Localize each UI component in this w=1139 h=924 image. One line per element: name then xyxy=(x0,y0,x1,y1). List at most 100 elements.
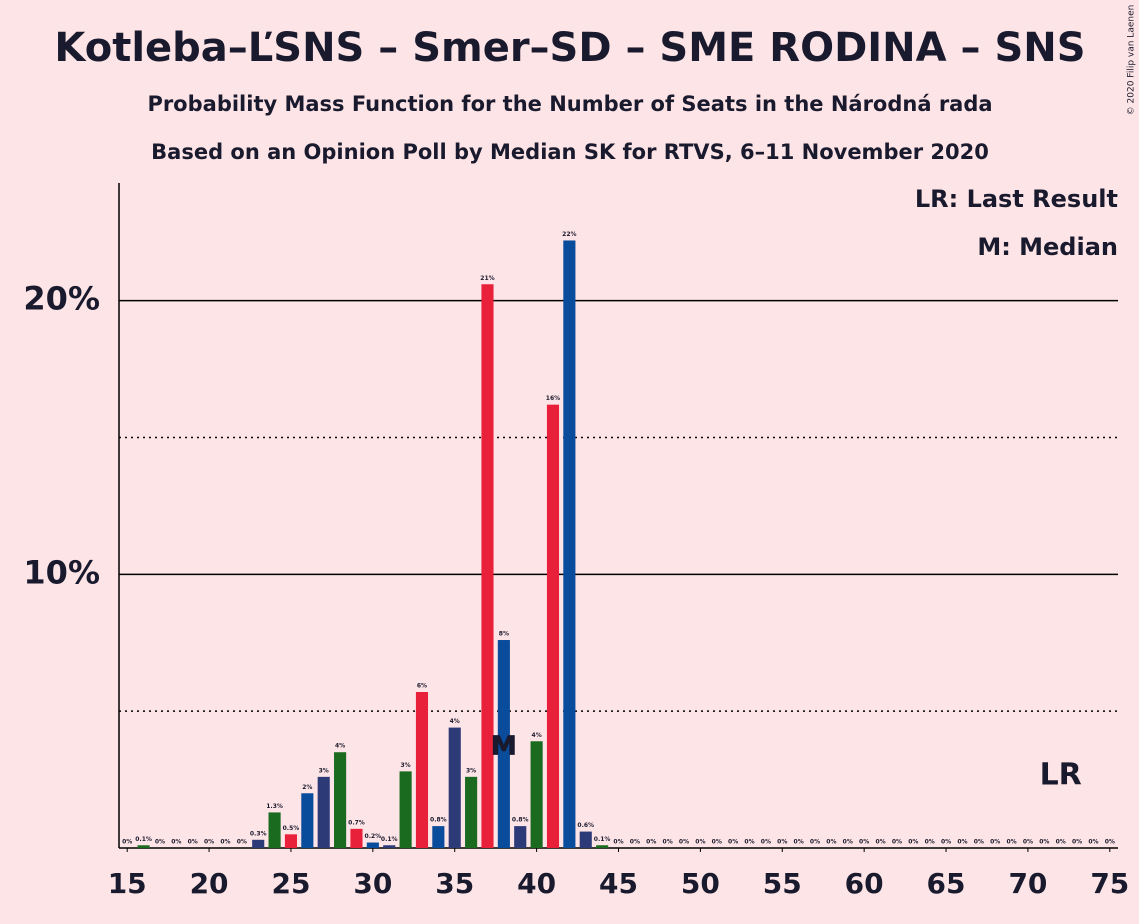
bar xyxy=(579,831,592,848)
value-label: 0% xyxy=(220,839,230,846)
value-label: 0.3% xyxy=(250,830,267,837)
value-label: 0% xyxy=(925,839,935,846)
legend-entry: M: Median xyxy=(977,233,1118,261)
bar xyxy=(530,741,543,848)
x-tick-label: 30 xyxy=(353,867,392,900)
value-label: 0% xyxy=(695,839,705,846)
subtitle: Based on an Opinion Poll by Median SK fo… xyxy=(151,140,989,164)
value-label: 0% xyxy=(875,839,885,846)
bar xyxy=(252,839,265,848)
bar xyxy=(432,826,445,848)
value-label: 0% xyxy=(204,839,214,846)
subtitle: Probability Mass Function for the Number… xyxy=(147,92,992,116)
bar xyxy=(481,284,494,849)
value-label: 0% xyxy=(744,839,754,846)
value-label: 0.1% xyxy=(594,836,611,843)
value-label: 0% xyxy=(122,839,132,846)
median-marker: M xyxy=(491,732,517,762)
x-tick-label: 35 xyxy=(435,867,474,900)
value-label: 0.7% xyxy=(348,819,365,826)
value-label: 21% xyxy=(480,275,494,282)
bar xyxy=(546,404,560,848)
value-label: 0% xyxy=(1105,839,1115,846)
value-label: 0% xyxy=(237,839,247,846)
y-tick-label: 10% xyxy=(23,553,100,591)
bar xyxy=(284,834,298,848)
value-label: 0% xyxy=(1056,839,1066,846)
value-label: 4% xyxy=(532,732,542,739)
value-label: 0% xyxy=(941,839,951,846)
value-label: 0% xyxy=(679,839,689,846)
bar xyxy=(563,240,576,849)
value-label: 0% xyxy=(794,839,804,846)
value-label: 3% xyxy=(319,767,329,774)
value-label: 0% xyxy=(957,839,967,846)
value-label: 0.1% xyxy=(381,836,398,843)
bar xyxy=(514,826,527,848)
value-label: 16% xyxy=(546,395,560,402)
value-label: 8% xyxy=(499,631,509,638)
bar xyxy=(596,845,609,848)
value-label: 6% xyxy=(417,683,427,690)
value-label: 0% xyxy=(171,839,181,846)
bar xyxy=(448,727,461,848)
bar xyxy=(137,845,150,848)
x-tick-label: 45 xyxy=(599,867,638,900)
value-label: 0% xyxy=(859,839,869,846)
bar xyxy=(497,640,510,848)
bar xyxy=(334,752,347,848)
value-label: 0.5% xyxy=(283,825,300,832)
value-label: 0% xyxy=(990,839,1000,846)
last-result-marker: LR xyxy=(1040,758,1082,793)
value-label: 0% xyxy=(974,839,984,846)
value-label: 0% xyxy=(826,839,836,846)
value-label: 0% xyxy=(908,839,918,846)
x-tick-label: 20 xyxy=(190,867,229,900)
value-label: 4% xyxy=(450,718,460,725)
value-label: 0% xyxy=(810,839,820,846)
x-tick-label: 70 xyxy=(1008,867,1047,900)
value-label: 0.1% xyxy=(135,836,152,843)
value-label: 0.8% xyxy=(430,817,447,824)
bar xyxy=(383,845,396,848)
value-label: 3% xyxy=(401,762,411,769)
bar xyxy=(317,776,330,848)
bar xyxy=(350,828,363,848)
value-label: 0% xyxy=(1023,839,1033,846)
x-tick-label: 40 xyxy=(517,867,556,900)
value-label: 0.6% xyxy=(577,822,594,829)
value-label: 2% xyxy=(302,784,312,791)
value-label: 0% xyxy=(712,839,722,846)
legend-entry: LR: Last Result xyxy=(915,185,1118,213)
value-label: 0% xyxy=(1072,839,1082,846)
value-label: 0% xyxy=(646,839,656,846)
value-label: 4% xyxy=(335,743,345,750)
x-tick-label: 65 xyxy=(927,867,966,900)
x-tick-label: 25 xyxy=(271,867,310,900)
bar xyxy=(366,842,379,848)
value-label: 3% xyxy=(466,767,476,774)
y-tick-label: 20% xyxy=(23,280,100,318)
copyright: © 2020 Filip van Laenen xyxy=(1127,5,1137,116)
chart-title: Kotleba–ĽSNS – Smer–SD – SME RODINA – SN… xyxy=(54,25,1085,71)
x-tick-label: 15 xyxy=(108,867,147,900)
value-label: 0% xyxy=(843,839,853,846)
value-label: 0% xyxy=(188,839,198,846)
value-label: 0% xyxy=(1088,839,1098,846)
value-label: 0.8% xyxy=(512,817,529,824)
bar xyxy=(415,692,429,848)
value-label: 0% xyxy=(1006,839,1016,846)
value-label: 0.2% xyxy=(365,833,382,840)
value-label: 22% xyxy=(562,231,576,238)
value-label: 0% xyxy=(630,839,640,846)
bar xyxy=(399,771,412,848)
value-label: 0% xyxy=(777,839,787,846)
value-label: 0% xyxy=(761,839,771,846)
x-tick-label: 50 xyxy=(681,867,720,900)
value-label: 0% xyxy=(155,839,165,846)
x-tick-label: 60 xyxy=(845,867,884,900)
bar xyxy=(301,793,314,848)
value-label: 1.3% xyxy=(266,803,283,810)
